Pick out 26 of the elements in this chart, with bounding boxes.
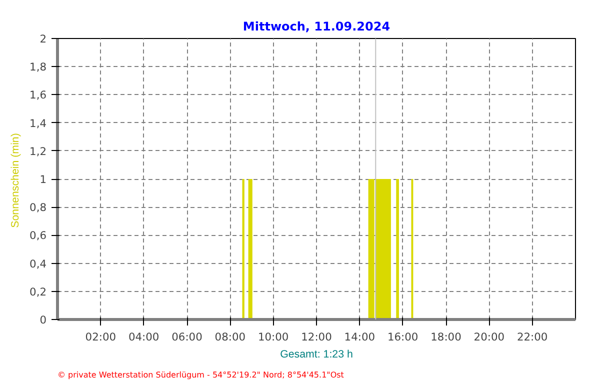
y-tick-label: 1 bbox=[40, 173, 46, 186]
x-tick-label: 20:00 bbox=[474, 330, 505, 344]
x-tick-label: 06:00 bbox=[172, 330, 203, 344]
y-tick-label: 0,8 bbox=[30, 201, 47, 214]
x-tick-label: 04:00 bbox=[128, 330, 160, 344]
y-tick-label: 2 bbox=[40, 32, 46, 46]
x-tick-label: 16:00 bbox=[387, 330, 418, 344]
y-tick-label: 1,2 bbox=[30, 144, 47, 158]
y-tick-label: 0,2 bbox=[30, 285, 47, 298]
y-tick-label: 0,6 bbox=[30, 229, 47, 242]
y-tick-label: 0,4 bbox=[30, 257, 47, 270]
chart-title: Mittwoch, 11.09.2024 bbox=[242, 20, 390, 34]
x-tick-label: 18:00 bbox=[430, 330, 462, 344]
y-tick-label: 1,6 bbox=[30, 88, 47, 102]
x-tick-label: 12:00 bbox=[301, 330, 332, 344]
text: © private Wetterstation Süderlügum - 54°52'19.2" Nord; 8°54'45.1"Ost bbox=[58, 370, 344, 380]
x-tick-label: 10:00 bbox=[258, 330, 289, 344]
y-tick-label: 0 bbox=[40, 314, 47, 326]
x-tick-label: 08:00 bbox=[214, 330, 246, 344]
y-tick-label: 1,8 bbox=[30, 60, 47, 74]
x-tick-label: 22:00 bbox=[516, 330, 548, 344]
y-axis-title: Sonnenschein (min) bbox=[10, 133, 22, 228]
x-axis-title: Gesamt: 1:23 h bbox=[280, 348, 353, 360]
x-tick-label: 02:00 bbox=[85, 330, 116, 344]
y-tick-label: 1,4 bbox=[30, 116, 47, 130]
x-tick-label: 14:00 bbox=[344, 330, 376, 344]
